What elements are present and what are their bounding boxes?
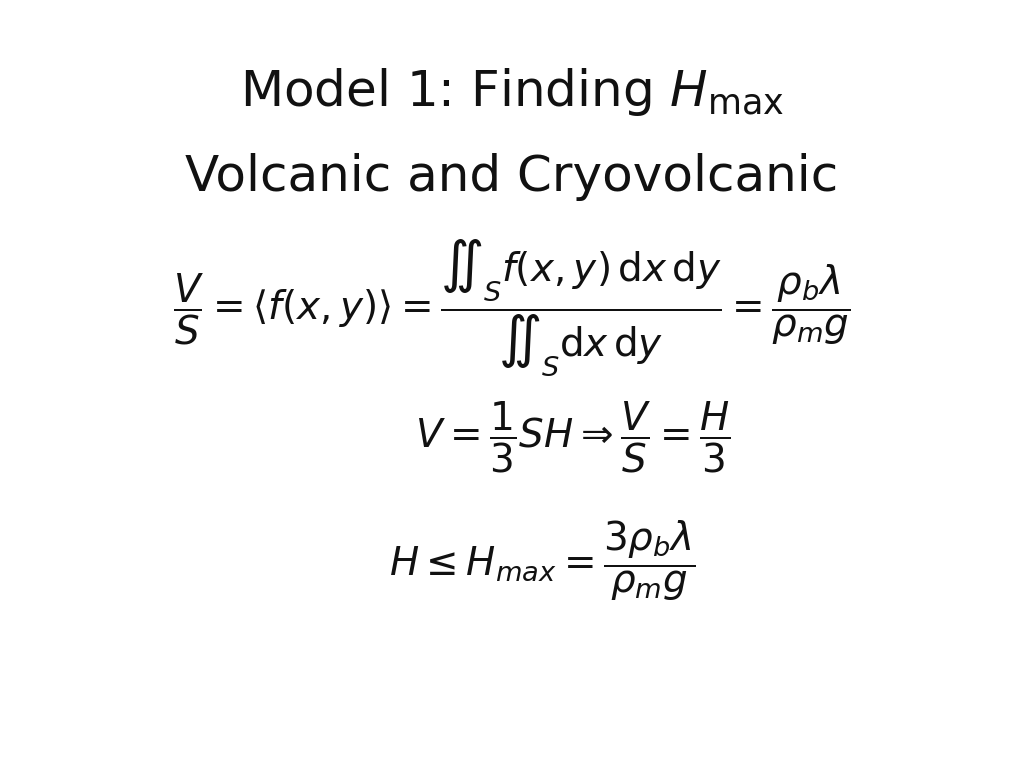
Text: Volcanic and Cryovolcanic: Volcanic and Cryovolcanic bbox=[185, 153, 839, 200]
Text: $H \leq H_{max} = \dfrac{3\rho_b \lambda}{\rho_m g}$: $H \leq H_{max} = \dfrac{3\rho_b \lambda… bbox=[389, 518, 696, 603]
Text: $V = \dfrac{1}{3}SH \Rightarrow \dfrac{V}{S} = \dfrac{H}{3}$: $V = \dfrac{1}{3}SH \Rightarrow \dfrac{V… bbox=[416, 400, 731, 475]
Text: $\dfrac{V}{S} = \langle f(x,y) \rangle = \dfrac{\iint_S f(x,y)\,\mathrm{d}x\,\ma: $\dfrac{V}{S} = \langle f(x,y) \rangle =… bbox=[173, 237, 851, 378]
Text: Model 1: Finding $H_{\mathrm{max}}$: Model 1: Finding $H_{\mathrm{max}}$ bbox=[240, 66, 784, 118]
